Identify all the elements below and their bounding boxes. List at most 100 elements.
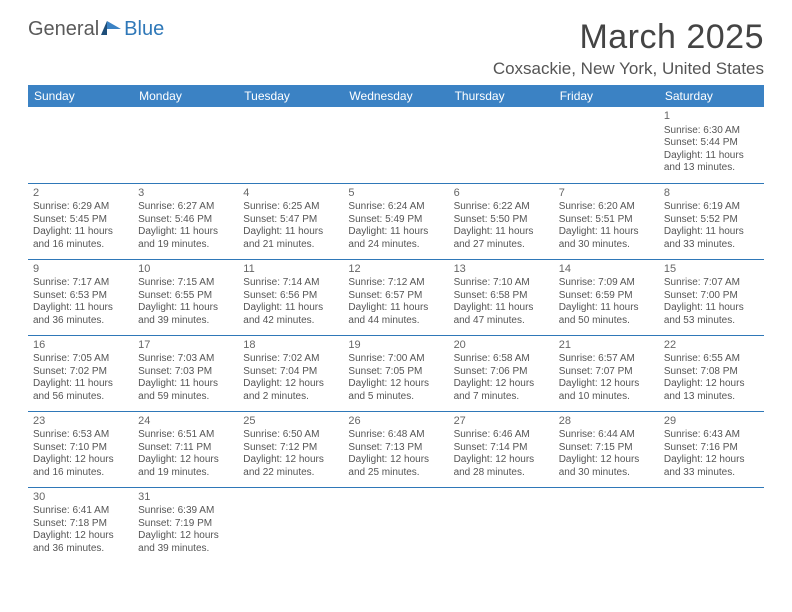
calendar-cell: 4Sunrise: 6:25 AMSunset: 5:47 PMDaylight… (238, 183, 343, 259)
sunset-text: Sunset: 6:56 PM (243, 290, 338, 303)
day-number: 15 (664, 263, 759, 277)
daylight-text: Daylight: 12 hours and 5 minutes. (348, 378, 443, 403)
day-number: 23 (33, 415, 128, 429)
day-number: 25 (243, 415, 338, 429)
sunrise-text: Sunrise: 7:10 AM (454, 277, 549, 290)
calendar-cell: 26Sunrise: 6:48 AMSunset: 7:13 PMDayligh… (343, 411, 448, 487)
daylight-text: Daylight: 11 hours and 24 minutes. (348, 226, 443, 251)
daylight-text: Daylight: 11 hours and 47 minutes. (454, 302, 549, 327)
calendar-cell: 8Sunrise: 6:19 AMSunset: 5:52 PMDaylight… (659, 183, 764, 259)
sunset-text: Sunset: 6:59 PM (559, 290, 654, 303)
daylight-text: Daylight: 11 hours and 16 minutes. (33, 226, 128, 251)
sunrise-text: Sunrise: 6:48 AM (348, 429, 443, 442)
sunrise-text: Sunrise: 6:24 AM (348, 201, 443, 214)
calendar-cell (343, 487, 448, 563)
calendar-cell: 20Sunrise: 6:58 AMSunset: 7:06 PMDayligh… (449, 335, 554, 411)
calendar-cell (133, 107, 238, 183)
sunrise-text: Sunrise: 7:07 AM (664, 277, 759, 290)
day-number: 3 (138, 187, 233, 201)
calendar-cell: 13Sunrise: 7:10 AMSunset: 6:58 PMDayligh… (449, 259, 554, 335)
sunset-text: Sunset: 6:55 PM (138, 290, 233, 303)
calendar-cell (238, 487, 343, 563)
daylight-text: Daylight: 12 hours and 7 minutes. (454, 378, 549, 403)
daylight-text: Daylight: 11 hours and 33 minutes. (664, 226, 759, 251)
calendar-cell: 7Sunrise: 6:20 AMSunset: 5:51 PMDaylight… (554, 183, 659, 259)
sunset-text: Sunset: 5:47 PM (243, 214, 338, 227)
day-number: 16 (33, 339, 128, 353)
calendar-cell: 19Sunrise: 7:00 AMSunset: 7:05 PMDayligh… (343, 335, 448, 411)
day-number: 4 (243, 187, 338, 201)
daylight-text: Daylight: 11 hours and 27 minutes. (454, 226, 549, 251)
sunset-text: Sunset: 5:52 PM (664, 214, 759, 227)
calendar-cell: 6Sunrise: 6:22 AMSunset: 5:50 PMDaylight… (449, 183, 554, 259)
day-number: 29 (664, 415, 759, 429)
daylight-text: Daylight: 12 hours and 28 minutes. (454, 454, 549, 479)
day-header: Sunday (28, 85, 133, 107)
calendar-cell (554, 487, 659, 563)
daylight-text: Daylight: 12 hours and 30 minutes. (559, 454, 654, 479)
sunset-text: Sunset: 7:11 PM (138, 442, 233, 455)
sunset-text: Sunset: 6:58 PM (454, 290, 549, 303)
sunset-text: Sunset: 7:14 PM (454, 442, 549, 455)
daylight-text: Daylight: 11 hours and 59 minutes. (138, 378, 233, 403)
calendar-cell: 1Sunrise: 6:30 AMSunset: 5:44 PMDaylight… (659, 107, 764, 183)
day-number: 17 (138, 339, 233, 353)
sunrise-text: Sunrise: 6:43 AM (664, 429, 759, 442)
day-number: 24 (138, 415, 233, 429)
calendar-cell: 16Sunrise: 7:05 AMSunset: 7:02 PMDayligh… (28, 335, 133, 411)
daylight-text: Daylight: 12 hours and 33 minutes. (664, 454, 759, 479)
sunrise-text: Sunrise: 7:17 AM (33, 277, 128, 290)
sunrise-text: Sunrise: 7:15 AM (138, 277, 233, 290)
sunset-text: Sunset: 7:04 PM (243, 366, 338, 379)
sunrise-text: Sunrise: 7:12 AM (348, 277, 443, 290)
sunrise-text: Sunrise: 6:50 AM (243, 429, 338, 442)
calendar-row: 30Sunrise: 6:41 AMSunset: 7:18 PMDayligh… (28, 487, 764, 563)
daylight-text: Daylight: 11 hours and 42 minutes. (243, 302, 338, 327)
daylight-text: Daylight: 11 hours and 36 minutes. (33, 302, 128, 327)
calendar-cell (238, 107, 343, 183)
day-number: 8 (664, 187, 759, 201)
calendar-cell (28, 107, 133, 183)
sunrise-text: Sunrise: 6:20 AM (559, 201, 654, 214)
sunset-text: Sunset: 7:05 PM (348, 366, 443, 379)
calendar-cell (449, 107, 554, 183)
daylight-text: Daylight: 11 hours and 53 minutes. (664, 302, 759, 327)
daylight-text: Daylight: 11 hours and 56 minutes. (33, 378, 128, 403)
day-number: 27 (454, 415, 549, 429)
sunset-text: Sunset: 5:51 PM (559, 214, 654, 227)
day-header: Monday (133, 85, 238, 107)
calendar-cell: 22Sunrise: 6:55 AMSunset: 7:08 PMDayligh… (659, 335, 764, 411)
header: GeneralBlue March 2025 Coxsackie, New Yo… (28, 18, 764, 79)
flag-icon (101, 18, 123, 41)
calendar-cell: 23Sunrise: 6:53 AMSunset: 7:10 PMDayligh… (28, 411, 133, 487)
sunset-text: Sunset: 7:10 PM (33, 442, 128, 455)
sunset-text: Sunset: 7:16 PM (664, 442, 759, 455)
calendar-cell: 2Sunrise: 6:29 AMSunset: 5:45 PMDaylight… (28, 183, 133, 259)
sunrise-text: Sunrise: 6:46 AM (454, 429, 549, 442)
sunset-text: Sunset: 5:44 PM (664, 137, 759, 150)
day-number: 26 (348, 415, 443, 429)
calendar-cell: 31Sunrise: 6:39 AMSunset: 7:19 PMDayligh… (133, 487, 238, 563)
calendar-cell: 18Sunrise: 7:02 AMSunset: 7:04 PMDayligh… (238, 335, 343, 411)
daylight-text: Daylight: 12 hours and 39 minutes. (138, 530, 233, 555)
day-number: 7 (559, 187, 654, 201)
day-number: 5 (348, 187, 443, 201)
sunrise-text: Sunrise: 6:41 AM (33, 505, 128, 518)
daylight-text: Daylight: 12 hours and 36 minutes. (33, 530, 128, 555)
logo-text-blue: Blue (124, 18, 164, 41)
daylight-text: Daylight: 12 hours and 16 minutes. (33, 454, 128, 479)
sunrise-text: Sunrise: 7:03 AM (138, 353, 233, 366)
sunset-text: Sunset: 7:03 PM (138, 366, 233, 379)
sunset-text: Sunset: 7:13 PM (348, 442, 443, 455)
daylight-text: Daylight: 12 hours and 19 minutes. (138, 454, 233, 479)
day-number: 1 (664, 110, 759, 124)
sunrise-text: Sunrise: 7:00 AM (348, 353, 443, 366)
calendar-cell: 10Sunrise: 7:15 AMSunset: 6:55 PMDayligh… (133, 259, 238, 335)
day-header: Thursday (449, 85, 554, 107)
sunrise-text: Sunrise: 6:27 AM (138, 201, 233, 214)
daylight-text: Daylight: 11 hours and 21 minutes. (243, 226, 338, 251)
calendar-cell: 24Sunrise: 6:51 AMSunset: 7:11 PMDayligh… (133, 411, 238, 487)
title-block: March 2025 Coxsackie, New York, United S… (493, 18, 764, 79)
calendar-cell (343, 107, 448, 183)
sunset-text: Sunset: 5:46 PM (138, 214, 233, 227)
